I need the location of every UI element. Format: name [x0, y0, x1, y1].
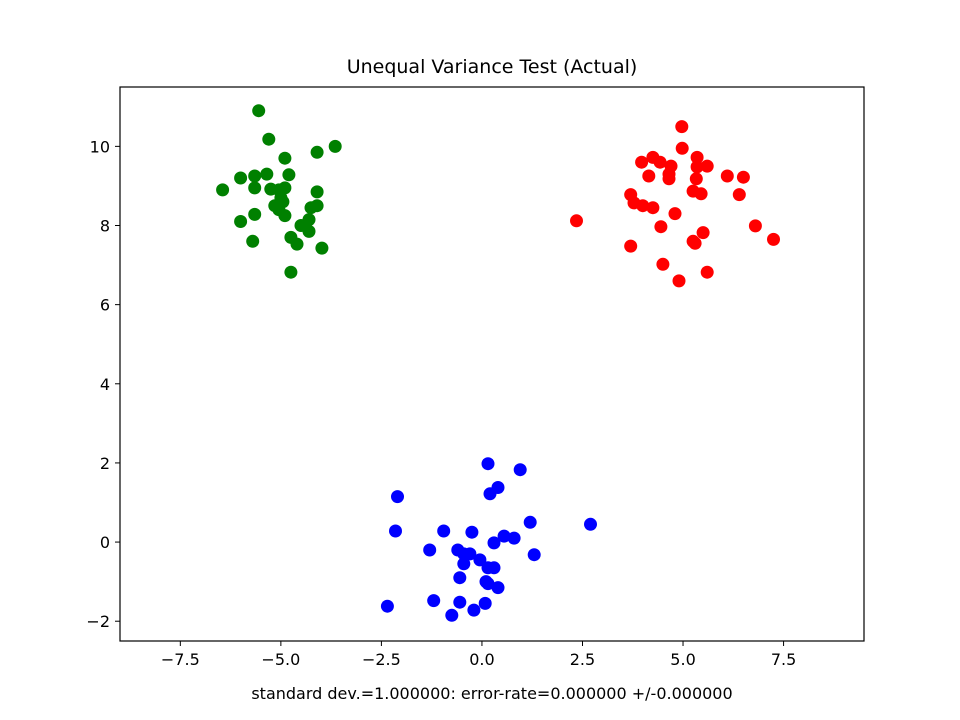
data-point [654, 220, 668, 234]
x-tick-label: 0.0 [469, 650, 494, 669]
x-axis: −7.5 −5.0 −2.5 0.0 2.5 5.0 7.5 [161, 641, 796, 669]
data-point [720, 169, 734, 183]
data-point [736, 170, 750, 184]
data-point [234, 171, 248, 185]
data-point [457, 547, 471, 561]
data-point [694, 187, 708, 201]
data-point [234, 215, 248, 228]
data-point [624, 239, 638, 253]
y-tick-label: 2 [100, 454, 110, 473]
x-tick-label: −2.5 [362, 650, 401, 669]
data-point [584, 517, 597, 531]
data-point [391, 490, 404, 504]
data-point [487, 536, 501, 550]
y-tick-label: 8 [100, 217, 110, 236]
data-point [380, 599, 394, 613]
data-point [653, 155, 667, 169]
x-tick-label: −7.5 [161, 650, 200, 669]
data-point [656, 257, 670, 271]
y-tick-label: 10 [90, 137, 110, 156]
y-tick-label: 6 [100, 296, 110, 315]
x-tick-label: −5.0 [261, 650, 300, 669]
points-layer [216, 104, 780, 622]
data-point [423, 543, 437, 557]
data-point [491, 581, 505, 595]
plot-frame [119, 86, 865, 642]
data-point [315, 241, 329, 255]
data-point [216, 183, 230, 197]
data-point [453, 571, 467, 585]
data-point [310, 185, 324, 199]
data-point [389, 524, 402, 538]
data-point [260, 167, 274, 181]
x-axis-label: standard dev.=1.000000: error-rate=0.000… [251, 684, 732, 703]
data-point [507, 531, 521, 545]
data-point [527, 548, 541, 562]
x-tick-label: 5.0 [670, 650, 695, 669]
data-point [696, 226, 710, 240]
data-point [748, 219, 762, 233]
data-point [248, 169, 262, 183]
data-point [427, 594, 441, 608]
data-point [248, 181, 262, 195]
data-point [457, 557, 471, 571]
data-point [662, 172, 676, 186]
data-point [635, 155, 649, 169]
y-axis: −2 0 2 4 6 8 10 [86, 137, 120, 631]
chart-title: Unequal Variance Test (Actual) [347, 56, 638, 78]
data-point [672, 274, 686, 288]
data-point [668, 207, 682, 221]
data-point [675, 120, 689, 134]
data-point [700, 159, 714, 173]
data-point [767, 232, 780, 246]
data-point [513, 463, 527, 477]
data-point [487, 561, 501, 575]
data-point [248, 207, 262, 221]
data-point [688, 236, 702, 250]
data-point [481, 577, 495, 591]
data-point [675, 141, 689, 155]
data-point [497, 529, 511, 543]
data-point [473, 553, 487, 567]
data-point [302, 224, 316, 238]
data-point [445, 608, 459, 622]
data-point [523, 515, 537, 529]
y-tick-label: −2 [86, 612, 110, 631]
data-point [690, 160, 704, 174]
data-point [453, 595, 467, 609]
x-tick-label: 7.5 [771, 650, 796, 669]
data-point [310, 145, 324, 159]
data-point [290, 237, 304, 251]
data-point [570, 214, 583, 228]
data-point [642, 169, 656, 183]
data-point [284, 265, 298, 279]
y-tick-label: 0 [100, 533, 110, 552]
data-point [481, 457, 495, 471]
data-point [278, 151, 292, 165]
data-point [246, 234, 260, 248]
data-point [700, 265, 714, 279]
data-point [465, 525, 479, 539]
data-point [689, 172, 703, 186]
data-point [478, 596, 492, 610]
data-point [483, 487, 497, 501]
data-point [328, 139, 342, 153]
data-point [304, 201, 318, 215]
data-point [467, 603, 481, 617]
data-point [690, 150, 704, 164]
data-point [278, 209, 292, 223]
data-point [636, 199, 650, 213]
data-point [437, 524, 451, 538]
data-point [282, 168, 296, 182]
y-tick-label: 4 [100, 375, 110, 394]
data-point [732, 188, 746, 202]
x-tick-label: 2.5 [570, 650, 595, 669]
data-point [252, 104, 266, 118]
data-point [646, 201, 660, 215]
data-point [262, 132, 276, 146]
